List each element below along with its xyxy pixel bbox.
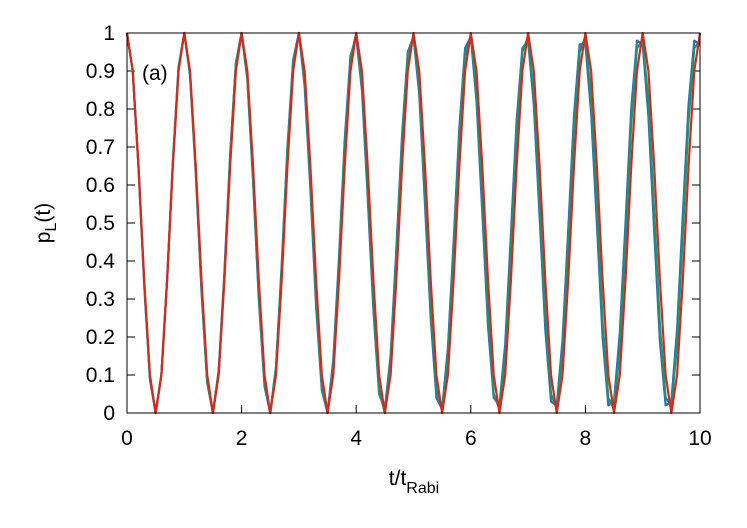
y-tick-label: 0.3 — [86, 288, 115, 311]
y-tick-label: 0.4 — [86, 250, 116, 273]
y-label-sub: L — [43, 223, 60, 232]
y-axis-label: pL(t) — [32, 203, 60, 243]
x-tick-label: 6 — [465, 427, 477, 450]
series-line — [125, 31, 701, 415]
x-tick-label: 8 — [580, 427, 592, 450]
y-tick-label: 0.5 — [86, 212, 115, 235]
x-label-main: t/t — [389, 467, 407, 490]
y-tick-label: 0.2 — [86, 326, 115, 349]
y-label-main: p — [32, 232, 55, 244]
y-tick-label: 0.8 — [86, 98, 115, 121]
series-line — [125, 31, 702, 415]
series-line — [125, 31, 701, 415]
x-tick-label: 10 — [688, 427, 711, 450]
y-tick-label: 0 — [103, 402, 115, 425]
y-tick-label: 0.9 — [86, 60, 115, 83]
y-tick-label: 1 — [103, 22, 115, 45]
x-tick-label: 2 — [236, 427, 248, 450]
x-tick-label: 4 — [350, 427, 362, 450]
x-tick-label: 0 — [121, 427, 133, 450]
annotation: (a) — [142, 62, 168, 85]
y-tick-label: 0.1 — [86, 364, 115, 387]
x-label-sub: Rabi — [406, 480, 439, 497]
y-tick-label: 0.6 — [86, 174, 115, 197]
y-label-rest: (t) — [32, 203, 55, 223]
y-tick-label: 0.7 — [86, 136, 115, 159]
plot-frame — [126, 32, 701, 414]
x-axis-label: t/tRabi — [389, 467, 439, 497]
